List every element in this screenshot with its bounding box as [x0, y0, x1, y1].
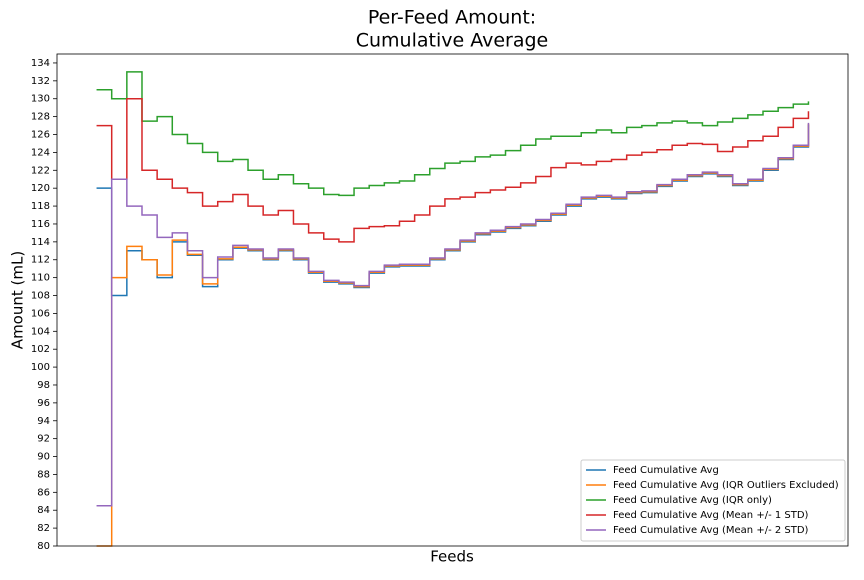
y-tick-label: 94: [37, 416, 50, 427]
y-axis-label: Amount (mL): [9, 251, 27, 349]
plot-frame: [56, 53, 849, 547]
x-axis-label: Feeds: [430, 548, 474, 566]
legend-label: Feed Cumulative Avg (IQR only): [613, 495, 772, 506]
y-tick-label: 112: [31, 255, 50, 266]
y-tick-label: 128: [31, 112, 50, 123]
y-tick-label: 108: [31, 291, 50, 302]
legend: Feed Cumulative Avg Feed Cumulative Avg (…: [580, 459, 846, 542]
y-tick-label: 118: [31, 201, 50, 212]
legend-label: Feed Cumulative Avg (Mean +/- 1 STD): [613, 510, 809, 521]
y-tick-label: 126: [31, 130, 50, 141]
y-tick-label: 98: [37, 380, 50, 391]
y-tick-label: 124: [31, 147, 50, 158]
chart-title: Cumulative Average: [356, 30, 549, 52]
y-tick-label: 110: [31, 273, 50, 284]
series-line: [96, 71, 810, 197]
y-tick-label: 132: [31, 76, 50, 87]
y-tick-label: 80: [37, 541, 50, 552]
y-tick-label: 82: [37, 523, 50, 534]
legend-frame: [580, 459, 846, 542]
y-tick-label: 134: [31, 58, 50, 69]
y-tick-label: 84: [37, 505, 50, 516]
y-tick-label: 86: [37, 487, 50, 498]
y-tick-label: 116: [31, 219, 50, 230]
y-tick-label: 88: [37, 469, 50, 480]
y-tick-label: 90: [37, 452, 50, 463]
y-tick-label: 120: [31, 183, 50, 194]
series-line: [96, 122, 810, 507]
series-line: [96, 97, 810, 243]
y-tick-label: 92: [37, 434, 50, 445]
y-tick-label: 96: [37, 398, 50, 409]
y-tick-label: 102: [31, 344, 50, 355]
legend-label: Feed Cumulative Avg (IQR Outliers Exclud…: [613, 480, 839, 491]
chart-title: Per-Feed Amount:: [368, 7, 536, 29]
y-tick-label: 100: [31, 362, 50, 373]
y-tick-label: 130: [31, 94, 50, 105]
legend-label: Feed Cumulative Avg: [613, 465, 719, 476]
legend-label: Feed Cumulative Avg (Mean +/- 2 STD): [613, 525, 809, 536]
y-tick-label: 104: [31, 326, 50, 337]
y-tick-label: 114: [31, 237, 50, 248]
y-tick-label: 122: [31, 165, 50, 176]
y-tick-label: 106: [31, 308, 50, 319]
